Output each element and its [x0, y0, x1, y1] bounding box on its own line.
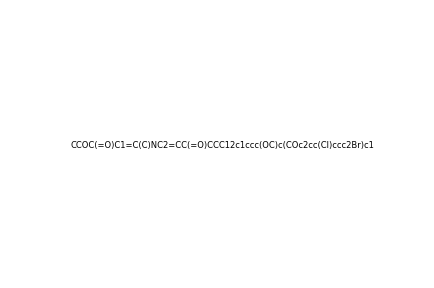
Text: CCOC(=O)C1=C(C)NC2=CC(=O)CCC12c1ccc(OC)c(COc2cc(Cl)ccc2Br)c1: CCOC(=O)C1=C(C)NC2=CC(=O)CCC12c1ccc(OC)c…: [70, 141, 375, 150]
